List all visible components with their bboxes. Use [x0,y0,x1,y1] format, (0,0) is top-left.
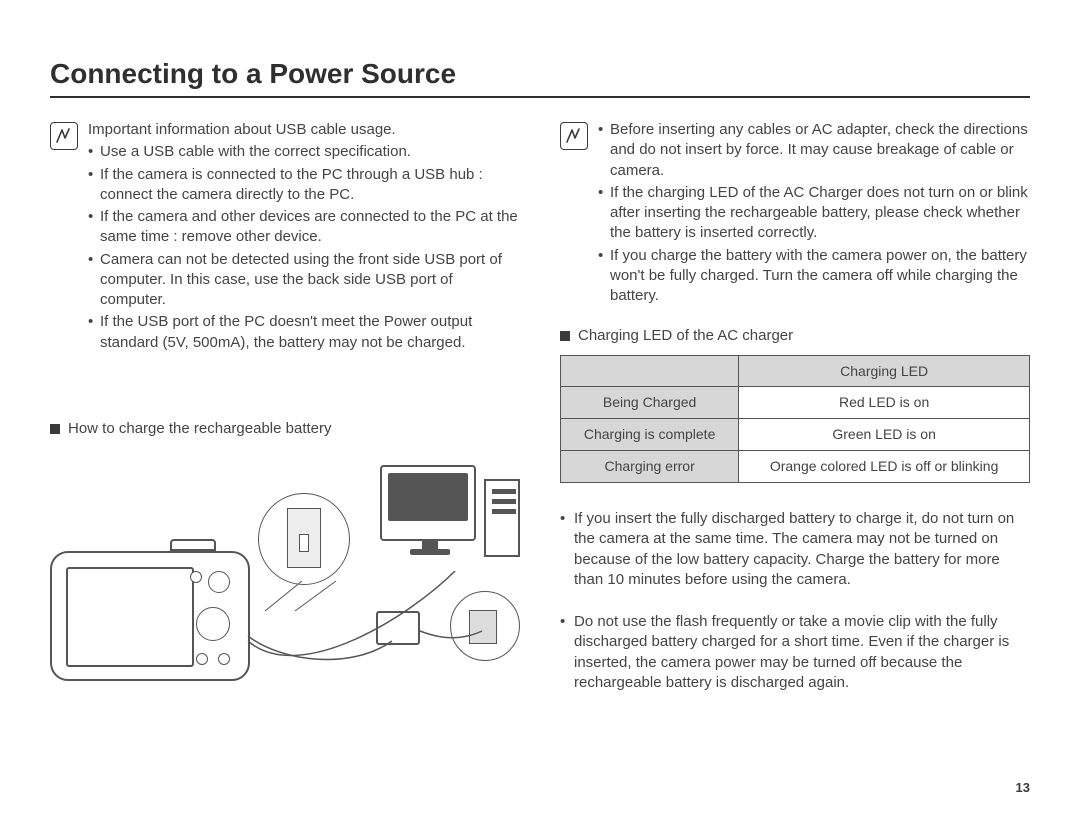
right-paragraphs: If you insert the fully discharged batte… [560,509,1030,693]
note-icon [560,122,588,150]
monitor-icon [380,465,476,541]
table-label-cell: Charging is complete [561,419,739,451]
caution-note-block: Before inserting any cables or AC adapte… [560,120,1030,308]
table-label-cell: Charging error [561,451,739,483]
table-row: Charging error Orange colored LED is off… [561,451,1030,483]
table-value-cell: Red LED is on [739,387,1030,419]
pc-tower-icon [484,479,520,557]
camera-button-icon [208,571,230,593]
camera-button-icon [196,653,208,665]
table-row: Being Charged Red LED is on [561,387,1030,419]
table-value-cell: Green LED is on [739,419,1030,451]
camera-button-icon [218,653,230,665]
camera-button-icon [190,571,202,583]
usb-note-block: Important information about USB cable us… [50,120,520,355]
table-header-cell: Charging LED [739,355,1030,387]
usb-bullet: If the camera is connected to the PC thr… [88,165,520,206]
outlet-detail-circle-icon [450,591,520,661]
led-table-heading-text: Charging LED of the AC charger [578,326,793,346]
charge-heading: How to charge the rechargeable battery [50,419,520,439]
note-icon [50,122,78,150]
charge-heading-text: How to charge the rechargeable battery [68,419,332,439]
caution-note-bullets: Before inserting any cables or AC adapte… [598,120,1030,306]
led-table-heading: Charging LED of the AC charger [560,326,1030,346]
usb-note-bullets: Use a USB cable with the correct specifi… [88,142,520,353]
camera-body-icon [50,551,250,681]
usb-bullet: Camera can not be detected using the fro… [88,250,520,311]
ac-adapter-icon [376,611,420,645]
usb-note-lead: Important information about USB cable us… [88,120,520,140]
right-column: Before inserting any cables or AC adapte… [560,120,1030,715]
square-bullet-icon [560,331,570,341]
page-number: 13 [1016,780,1030,795]
table-header-row: Charging LED [561,355,1030,387]
table-row: Charging is complete Green LED is on [561,419,1030,451]
usb-note-body: Important information about USB cable us… [88,120,520,355]
content-columns: Important information about USB cable us… [50,120,1030,715]
table-label-cell: Being Charged [561,387,739,419]
usb-detail-circle-icon [258,493,350,585]
charging-led-table: Charging LED Being Charged Red LED is on… [560,355,1030,484]
left-column: Important information about USB cable us… [50,120,520,715]
caution-bullet: Before inserting any cables or AC adapte… [598,120,1030,181]
table-header-cell [561,355,739,387]
caution-note-body: Before inserting any cables or AC adapte… [598,120,1030,308]
right-paragraph: Do not use the flash frequently or take … [560,612,1030,693]
usb-bullet: Use a USB cable with the correct specifi… [88,142,520,162]
camera-top-icon [170,539,216,551]
camera-dpad-icon [196,607,230,641]
page-title: Connecting to a Power Source [50,58,1030,98]
right-paragraph: If you insert the fully discharged batte… [560,509,1030,590]
table-value-cell: Orange colored LED is off or blinking [739,451,1030,483]
charging-illustration [50,461,520,691]
usb-bullet: If the USB port of the PC doesn't meet t… [88,312,520,353]
caution-bullet: If the charging LED of the AC Charger do… [598,183,1030,244]
square-bullet-icon [50,424,60,434]
camera-screen-icon [66,567,194,667]
caution-bullet: If you charge the battery with the camer… [598,246,1030,307]
usb-bullet: If the camera and other devices are conn… [88,207,520,248]
